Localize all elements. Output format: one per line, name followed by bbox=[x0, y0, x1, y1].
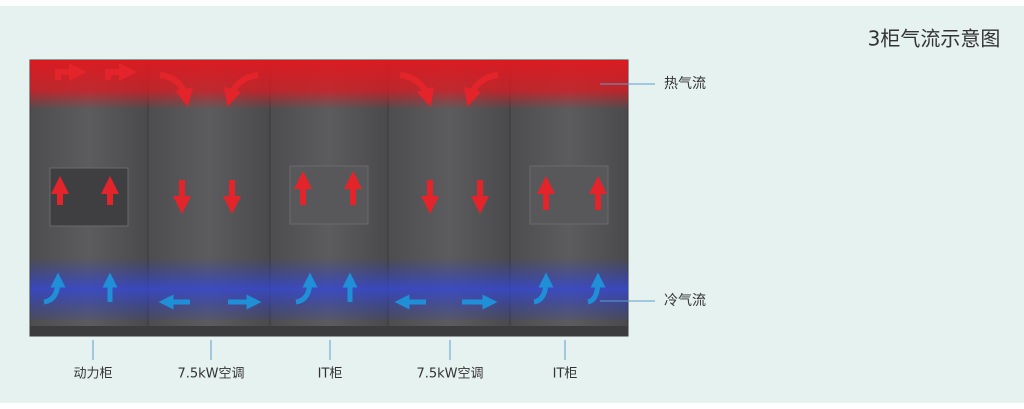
hot-band bbox=[30, 60, 628, 110]
cold-band bbox=[30, 258, 628, 320]
hot-arrows bbox=[51, 63, 607, 214]
cabinet-label: 动力柜 bbox=[73, 367, 112, 382]
cold-label: 冷气流 bbox=[664, 293, 706, 309]
cabinet-label: 7.5kW空调 bbox=[416, 367, 483, 382]
hot-label: 热气流 bbox=[664, 76, 706, 92]
cabinet-label: IT柜 bbox=[553, 367, 578, 382]
cabinet-label: 7.5kW空调 bbox=[177, 367, 244, 382]
cabinet-label: IT柜 bbox=[318, 367, 343, 382]
title: 3柜气流示意图 bbox=[868, 27, 1001, 51]
cold-arrows bbox=[43, 272, 606, 310]
leader-lines bbox=[92, 83, 655, 360]
